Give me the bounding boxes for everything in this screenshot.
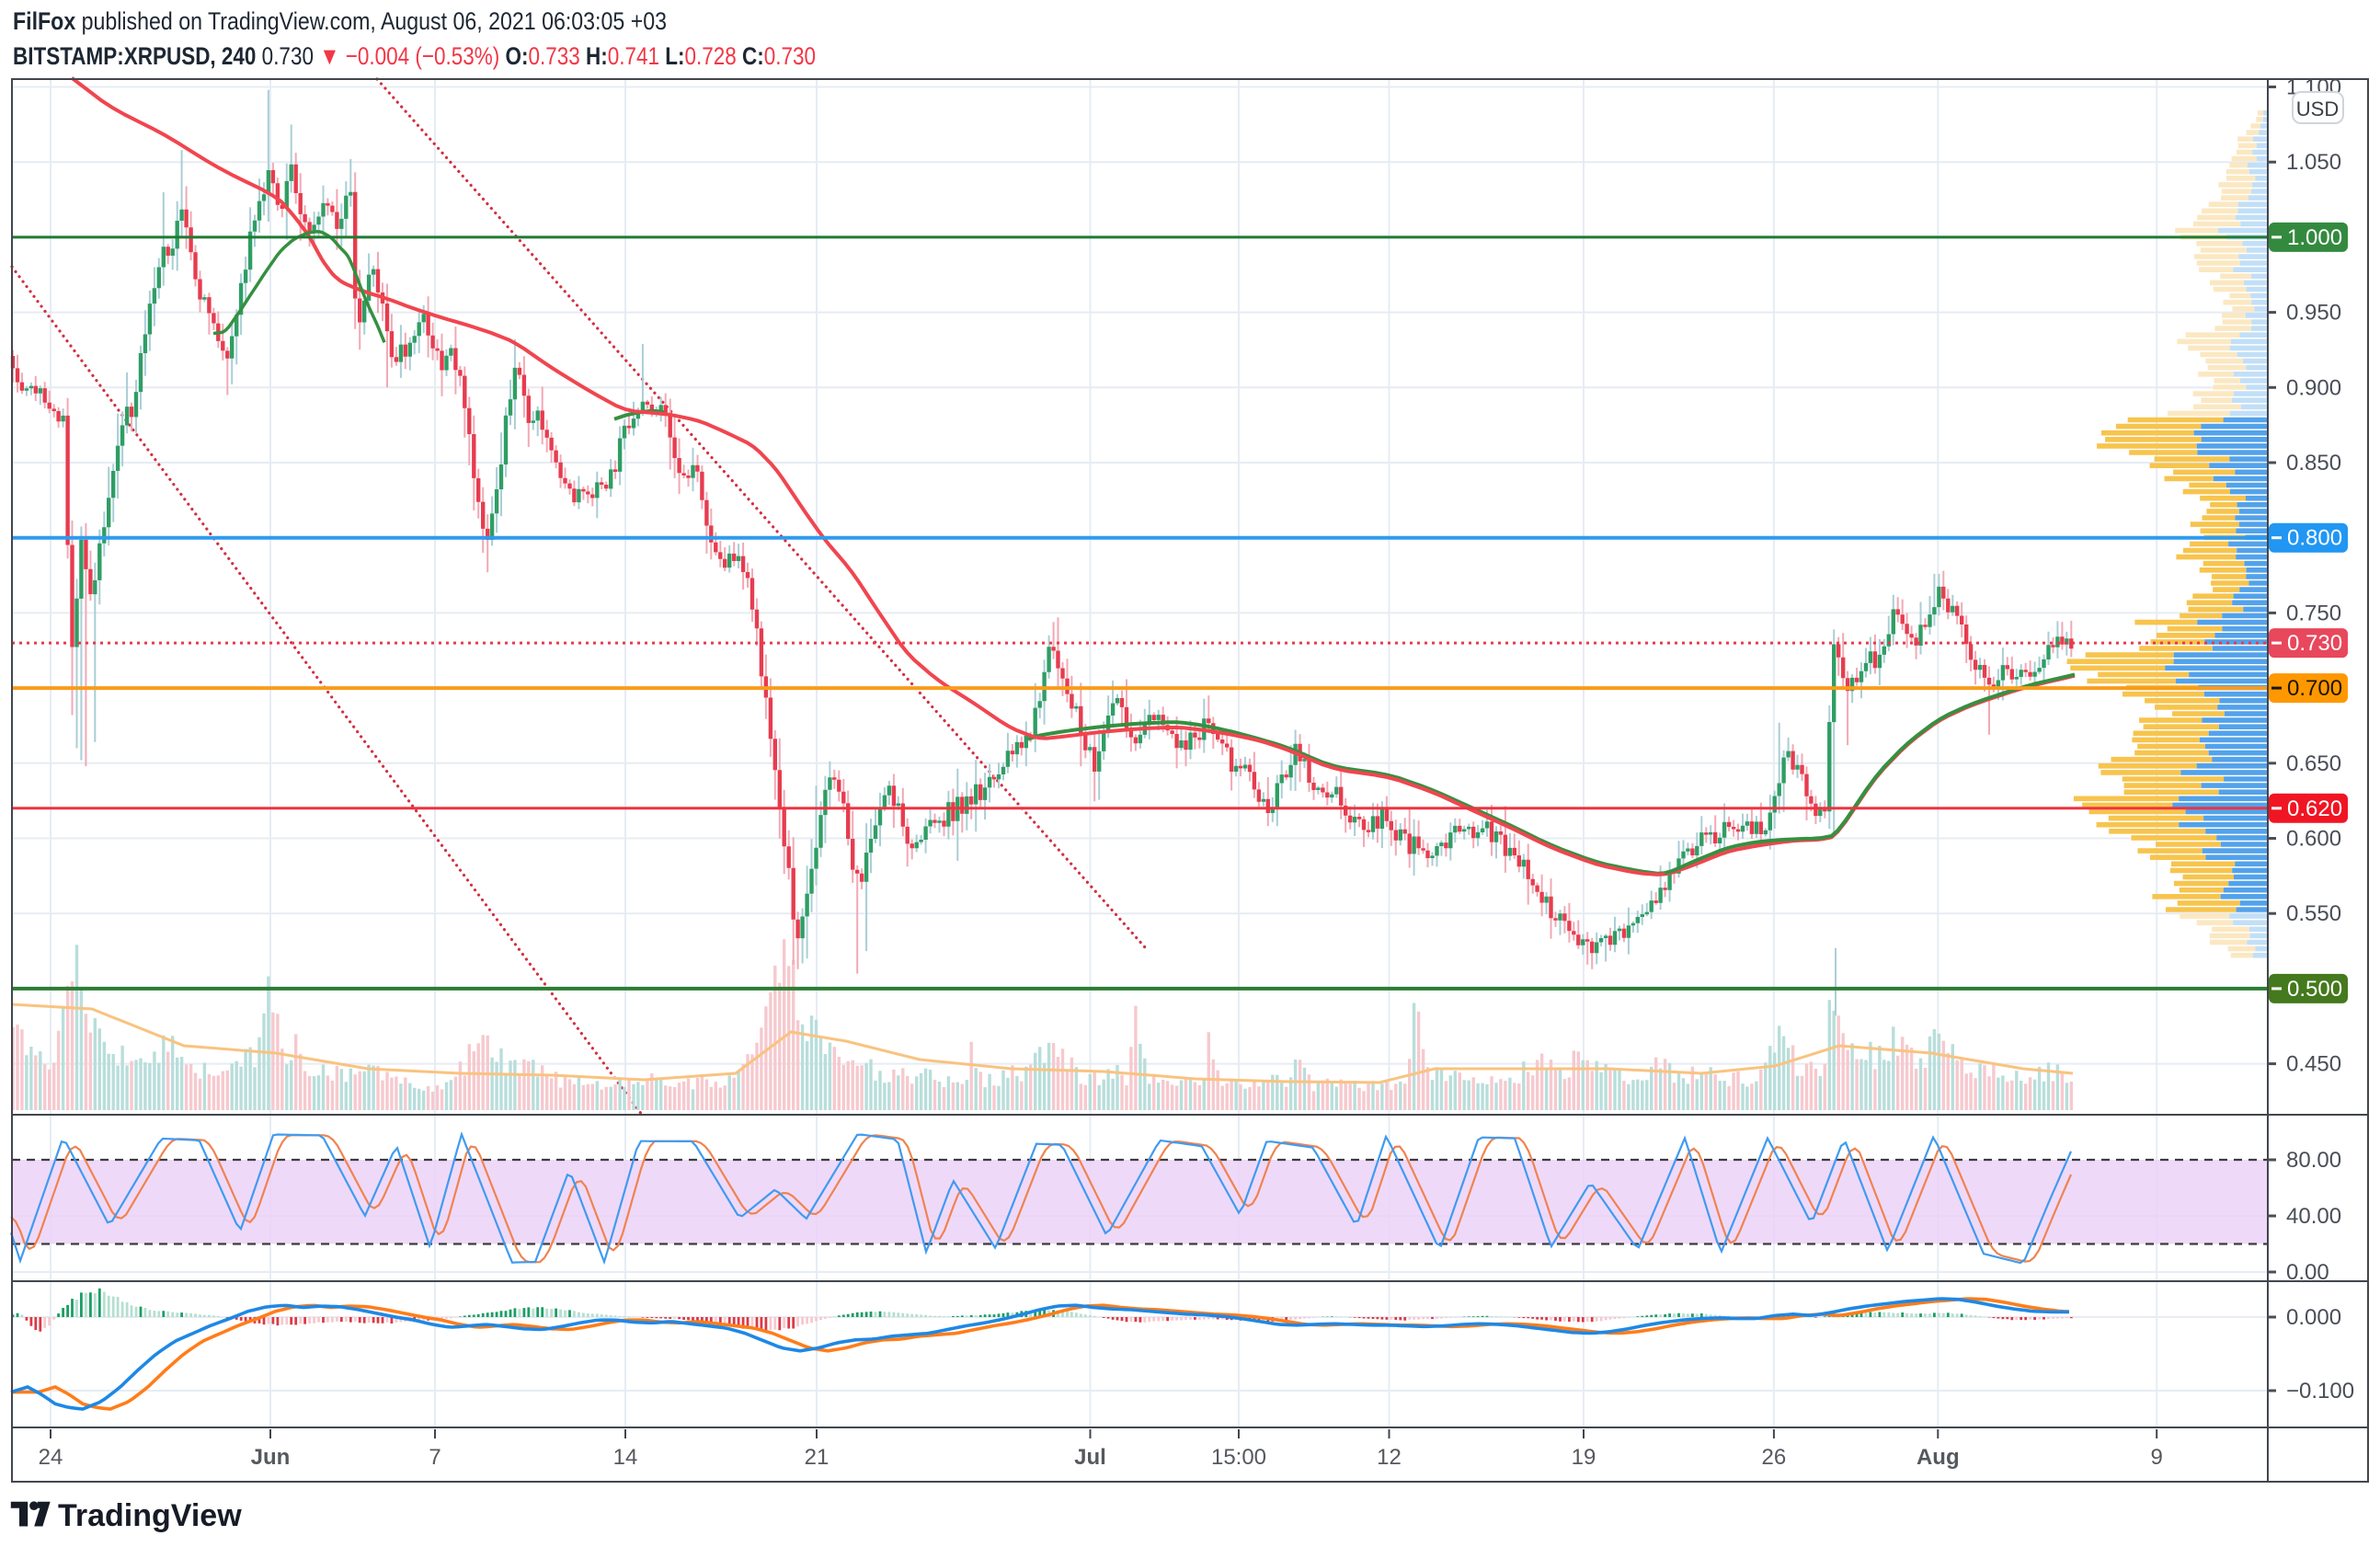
svg-text:12: 12 — [1377, 1445, 1402, 1470]
svg-text:0.900: 0.900 — [2286, 375, 2341, 400]
svg-text:1.000: 1.000 — [2287, 225, 2342, 250]
svg-text:26: 26 — [1762, 1445, 1787, 1470]
svg-text:Jul: Jul — [1074, 1445, 1106, 1470]
svg-text:40.00: 40.00 — [2286, 1204, 2341, 1229]
svg-text:1.050: 1.050 — [2286, 150, 2341, 175]
svg-text:FilFox published on TradingVie: FilFox published on TradingView.com, Aug… — [13, 7, 667, 35]
svg-text:0.000: 0.000 — [2286, 1305, 2341, 1330]
svg-text:0.950: 0.950 — [2286, 301, 2341, 326]
svg-text:9: 9 — [2151, 1445, 2163, 1470]
svg-text:0.700: 0.700 — [2287, 676, 2342, 701]
svg-text:Jun: Jun — [251, 1445, 291, 1470]
svg-text:80.00: 80.00 — [2286, 1148, 2341, 1173]
svg-text:24: 24 — [39, 1445, 63, 1470]
svg-text:14: 14 — [613, 1445, 638, 1470]
svg-text:−0.100: −0.100 — [2286, 1379, 2354, 1404]
svg-text:USD: USD — [2296, 97, 2339, 120]
svg-text:21: 21 — [805, 1445, 830, 1470]
svg-text:0.850: 0.850 — [2286, 451, 2341, 476]
svg-text:Aug: Aug — [1917, 1445, 1960, 1470]
svg-text:0.600: 0.600 — [2286, 827, 2341, 852]
svg-text:BITSTAMP:XRPUSD, 240 0.730 ▼: BITSTAMP:XRPUSD, 240 0.730 ▼ −0.004 (−0.… — [13, 42, 816, 70]
svg-text:0.550: 0.550 — [2286, 901, 2341, 926]
svg-text:15:00: 15:00 — [1211, 1445, 1266, 1470]
svg-text:0.650: 0.650 — [2286, 751, 2341, 776]
svg-text:0.750: 0.750 — [2286, 601, 2341, 625]
svg-text:0.450: 0.450 — [2286, 1052, 2341, 1077]
svg-text:0.730: 0.730 — [2287, 631, 2342, 656]
svg-text:0.620: 0.620 — [2287, 796, 2342, 821]
svg-text:TradingView: TradingView — [58, 1498, 242, 1533]
svg-text:7: 7 — [429, 1445, 441, 1470]
svg-text:0.800: 0.800 — [2287, 526, 2342, 551]
svg-text:19: 19 — [1572, 1445, 1596, 1470]
svg-text:0.00: 0.00 — [2286, 1260, 2329, 1285]
svg-text:0.500: 0.500 — [2287, 977, 2342, 1002]
